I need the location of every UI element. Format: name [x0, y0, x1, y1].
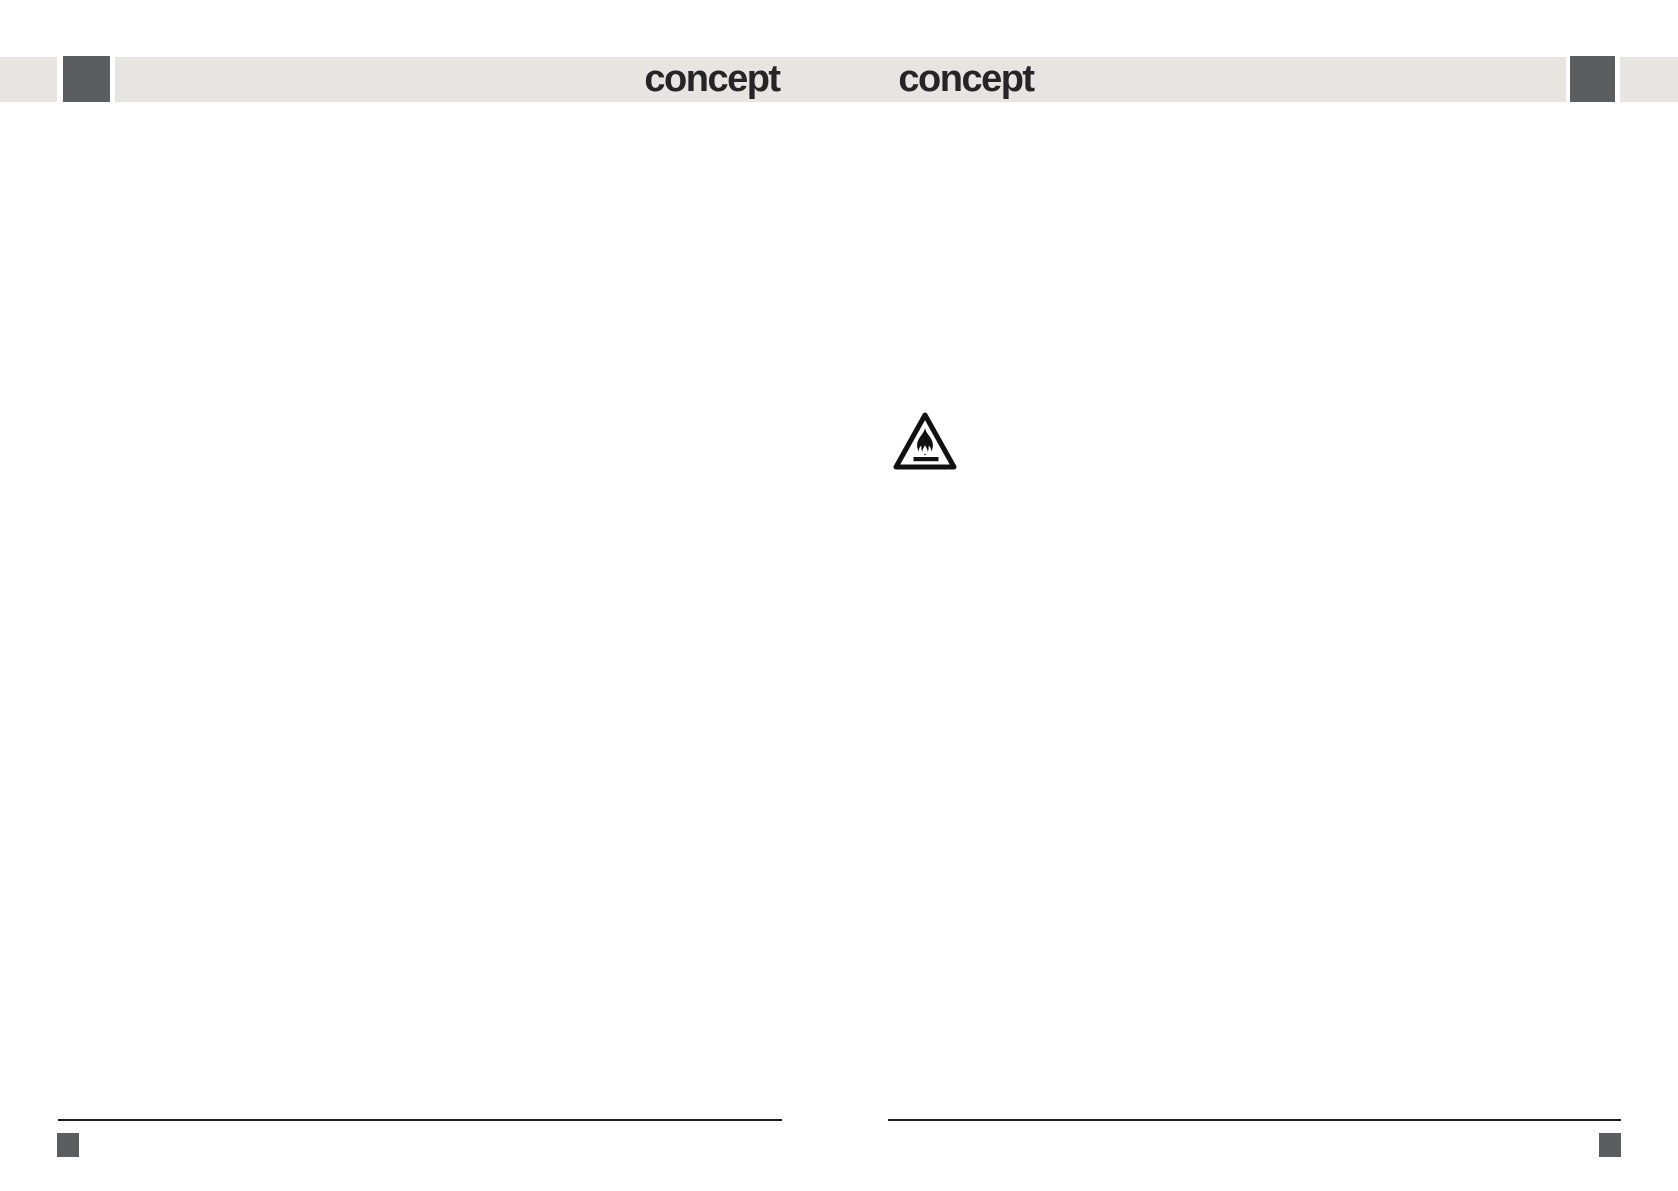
header-accent-square-left	[63, 56, 110, 102]
flammable-warning-icon	[893, 412, 957, 470]
brand-logo-right: concept	[898, 58, 1035, 100]
header-strip-left	[0, 57, 57, 102]
footer-page-marker-left	[57, 1133, 79, 1157]
footer-page-marker-right	[1599, 1133, 1621, 1157]
header-bar	[115, 57, 1566, 102]
footer-rule-right	[888, 1119, 1621, 1121]
flame-base-bar	[913, 457, 939, 462]
brand-logo-left: concept	[644, 58, 781, 100]
header-strip-right	[1620, 57, 1678, 102]
flame-inner-detail	[922, 445, 928, 454]
flame-glyph	[917, 428, 933, 456]
footer-rule-left	[58, 1119, 782, 1121]
header-accent-square-right	[1570, 56, 1615, 102]
